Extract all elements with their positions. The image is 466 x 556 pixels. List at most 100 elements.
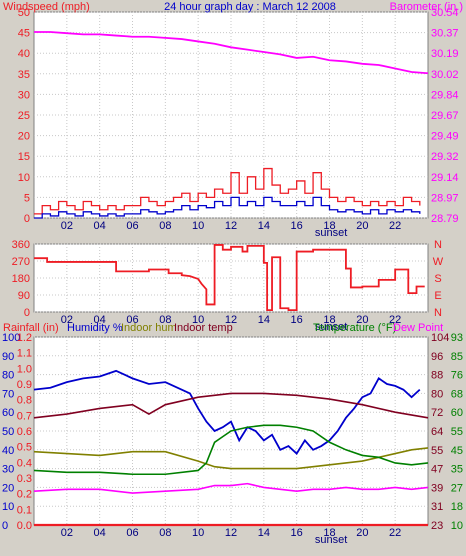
temperature-tick-label: 31	[431, 501, 443, 513]
temperature-line	[33, 424, 429, 476]
windspeed-tick-label: 0	[24, 213, 30, 225]
rainfall-tick-label: 0.8	[17, 395, 32, 407]
temperature-tick-label: 64	[431, 426, 443, 438]
humidity-tick-label: 100	[2, 332, 20, 344]
sunset-annotation-climate: sunset	[315, 534, 347, 546]
direction-tick-label: 270	[12, 256, 30, 268]
humidity-tick-label: 90	[2, 351, 14, 363]
temperature-legend-label: Temperature (°F)	[313, 322, 396, 334]
x-tick-label-climate: 18	[323, 527, 335, 539]
wind_avg-line	[34, 196, 421, 219]
temperature-tick-label: 72	[431, 407, 443, 419]
x-tick-label-wind: 06	[126, 220, 138, 232]
rainfall-tick-label: 1.0	[17, 363, 32, 375]
x-tick-label-wind: 20	[356, 220, 368, 232]
compass-tick-label: N	[434, 307, 442, 319]
humidity-tick-label: 40	[2, 445, 14, 457]
humidity-tick-label: 30	[2, 464, 14, 476]
windspeed-tick-label: 20	[18, 131, 30, 143]
rainfall-legend-label: Rainfall (in)	[3, 322, 59, 334]
dewpoint-tick-label: 93	[451, 332, 463, 344]
x-tick-label-direction: 20	[356, 314, 368, 326]
barometer-tick-label: 30.54	[431, 7, 459, 19]
windspeed-tick-label: 40	[18, 48, 30, 60]
barometer-tick-label: 30.02	[431, 69, 459, 81]
x-tick-label-direction: 08	[159, 314, 171, 326]
x-tick-label-climate: 12	[225, 527, 237, 539]
x-tick-label-direction: 22	[389, 314, 401, 326]
windspeed-tick-label: 45	[18, 28, 30, 40]
humidity-tick-label: 20	[2, 482, 14, 494]
x-tick-label-wind: 16	[291, 220, 303, 232]
x-tick-label-direction: 04	[94, 314, 106, 326]
barometer-tick-label: 29.84	[431, 89, 459, 101]
windspeed-tick-label: 35	[18, 69, 30, 81]
rainfall-tick-label: 0.1	[17, 504, 32, 516]
barometer-tick-label: 28.79	[431, 213, 459, 225]
barometer-tick-label: 29.14	[431, 172, 459, 184]
windspeed-tick-label: 50	[18, 7, 30, 19]
barometer-axis-label: Barometer (in.)	[390, 1, 463, 13]
humidity-tick-label: 50	[2, 426, 14, 438]
direction-tick-label: 360	[12, 239, 30, 251]
barometer-tick-label: 29.49	[431, 131, 459, 143]
barometer-tick-label: 28.97	[431, 192, 459, 204]
barometer-tick-label: 29.67	[431, 110, 459, 122]
temperature-tick-label: 96	[431, 351, 443, 363]
dew_point-line	[33, 482, 429, 494]
temperature-tick-label: 104	[431, 332, 449, 344]
dewpoint-tick-label: 85	[451, 351, 463, 363]
x-tick-label-direction: 12	[225, 314, 237, 326]
x-tick-label-direction: 14	[258, 314, 270, 326]
sunset-annotation-direction: sunset	[315, 321, 347, 333]
x-tick-label-climate: 04	[94, 527, 106, 539]
rainfall-tick-label: 0.5	[17, 442, 32, 454]
compass-tick-label: N	[434, 239, 442, 251]
x-tick-label-climate: 16	[291, 527, 303, 539]
rainfall-tick-label: 0.2	[17, 489, 32, 501]
dewpoint-tick-label: 45	[451, 445, 463, 457]
compass-tick-label: S	[434, 273, 441, 285]
windspeed-tick-label: 15	[18, 151, 30, 163]
dewpoint-tick-label: 60	[451, 407, 463, 419]
x-tick-label-climate: 06	[126, 527, 138, 539]
humidity-tick-label: 70	[2, 388, 14, 400]
windspeed-axis-label: Windspeed (mph)	[3, 1, 90, 13]
windspeed-tick-label: 30	[18, 89, 30, 101]
x-tick-label-direction: 10	[192, 314, 204, 326]
dewpoint-tick-label: 18	[451, 501, 463, 513]
x-tick-label-climate: 20	[356, 527, 368, 539]
windspeed-tick-label: 25	[18, 110, 30, 122]
x-tick-label-climate: 22	[389, 527, 401, 539]
barometer-line	[34, 31, 429, 75]
dewpoint-tick-label: 27	[451, 482, 463, 494]
barometer-tick-label: 30.37	[431, 28, 459, 40]
rainfall-tick-label: 1.1	[17, 348, 32, 360]
indoor-temp-legend-label: Indoor temp	[174, 322, 233, 334]
rainfall-tick-label: 0.4	[17, 457, 32, 469]
humidity-tick-label: 0	[2, 520, 8, 532]
humidity-tick-label: 10	[2, 501, 14, 513]
humidity-tick-label: 60	[2, 407, 14, 419]
temperature-tick-label: 39	[431, 482, 443, 494]
rainfall-tick-label: 0.3	[17, 473, 32, 485]
wind_direction-line	[34, 244, 425, 312]
x-tick-label-wind: 08	[159, 220, 171, 232]
barometer-tick-label: 30.19	[431, 48, 459, 60]
compass-tick-label: W	[433, 256, 444, 268]
direction-tick-label: 0	[24, 307, 30, 319]
dewpoint-tick-label: 55	[451, 426, 463, 438]
dew-point-legend-label: Dew Point	[393, 322, 443, 334]
dewpoint-tick-label: 68	[451, 388, 463, 400]
humidity-tick-label: 80	[2, 370, 14, 382]
direction-tick-label: 90	[18, 290, 30, 302]
x-tick-label-wind: 18	[323, 220, 335, 232]
x-tick-label-direction: 18	[323, 314, 335, 326]
rainfall-tick-label: 0.9	[17, 379, 32, 391]
humidity-line	[33, 369, 421, 455]
dewpoint-tick-label: 35	[451, 464, 463, 476]
x-tick-label-wind: 10	[192, 220, 204, 232]
temperature-tick-label: 80	[431, 388, 443, 400]
x-tick-label-climate: 02	[61, 527, 73, 539]
